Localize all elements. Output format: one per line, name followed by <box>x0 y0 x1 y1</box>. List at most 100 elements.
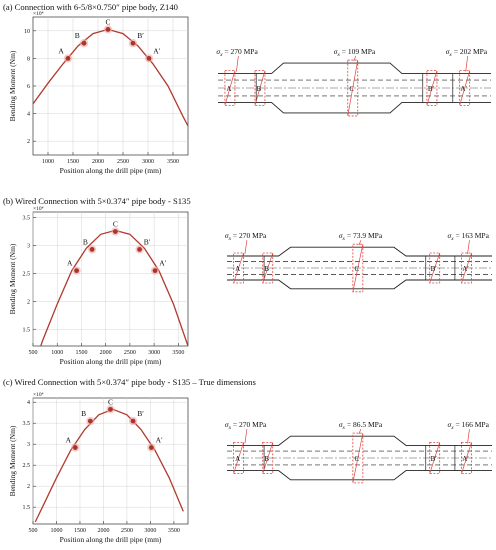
y-axis-label: Bending Moment (Nm) <box>8 425 17 496</box>
data-point <box>105 27 111 32</box>
x-tick-label: 2000 <box>92 159 104 165</box>
section-marker <box>262 252 274 284</box>
y-tick-label: 8 <box>27 56 30 62</box>
x-axis-label: Position along the drill pipe (mm) <box>60 535 162 544</box>
section-label-1: B <box>264 455 269 463</box>
section-hatch <box>224 70 236 106</box>
data-point <box>65 56 71 61</box>
data-point <box>74 268 79 274</box>
data-point <box>87 418 93 424</box>
section-hatch <box>429 252 441 284</box>
section-label-2: C <box>355 265 360 273</box>
section-label-1: B <box>264 265 269 273</box>
point-label-4: A′ <box>156 436 163 445</box>
x-tick-label: 3500 <box>167 159 179 165</box>
section-marker <box>352 243 364 293</box>
y-tick-label: 3 <box>27 244 30 250</box>
point-label-2: C <box>113 220 118 229</box>
section-marker <box>352 432 364 484</box>
section-hatch <box>429 442 441 474</box>
section-label-2: C <box>349 85 354 93</box>
x-tick-label: 500 <box>29 350 38 356</box>
stress-label-2: σx = 202 MPa <box>446 47 488 58</box>
section-label-0: A <box>226 85 231 93</box>
section-marker <box>461 441 472 474</box>
x-tick-label: 1000 <box>50 528 62 534</box>
pipe-outline-top <box>218 62 491 75</box>
x-tick-label: 1000 <box>51 350 63 356</box>
data-point <box>130 418 136 424</box>
data-point <box>130 40 136 46</box>
data-point <box>81 40 87 46</box>
data-point <box>146 56 152 61</box>
section-marker <box>461 252 472 284</box>
x-tick-label: 2500 <box>124 350 136 356</box>
section-hatch <box>461 442 472 474</box>
x-tick-label: 1500 <box>67 159 79 165</box>
y-exponent: ×10⁴ <box>33 206 44 212</box>
point-label-3: B′ <box>144 237 151 246</box>
x-tick-label: 500 <box>29 528 38 534</box>
point-label-2: C <box>105 17 110 26</box>
pipe-outline-bottom <box>227 470 492 481</box>
section-marker <box>233 441 245 474</box>
stress-pointer <box>236 55 239 72</box>
x-tick-label: 1000 <box>42 159 54 165</box>
section-hatch <box>461 252 472 284</box>
data-point <box>108 406 113 412</box>
point-label-4: A′ <box>153 46 160 55</box>
section-label-3: B′ <box>431 455 438 463</box>
y-tick-label: 2 <box>27 484 30 490</box>
section-marker <box>254 70 266 106</box>
chart-panel-1: 500 1000 1500 2000 2500 3000 3500 1.5 2 2.5 3 3.5×1… <box>8 206 189 366</box>
section-label-1: B <box>257 85 262 93</box>
y-tick-label: 4 <box>27 400 30 406</box>
pipe-outline-top <box>227 435 492 446</box>
data-point <box>137 247 142 252</box>
y-tick-label: 4 <box>27 112 30 118</box>
x-tick-label: 3500 <box>172 350 184 356</box>
x-tick-label: 3000 <box>144 528 156 534</box>
point-label-4: A′ <box>159 259 166 268</box>
y-tick-label: 3.5 <box>23 421 31 427</box>
section-label-0: A <box>235 455 240 463</box>
section-hatch <box>262 442 274 474</box>
point-label-0: A <box>66 436 72 445</box>
stress-pointer <box>358 429 362 435</box>
x-tick-label: 2500 <box>117 159 129 165</box>
caption-c: (c) Wired Connection with 5×0.374″ pipe … <box>3 377 256 387</box>
y-axis-label: Bending Moment (Nm) <box>8 243 17 314</box>
pipe-diagram-2: A B C B′ A′ σx = 270 MPa σx = 86.5 MPa σx = 166… <box>225 420 492 484</box>
data-point <box>152 268 158 274</box>
moment-curve <box>40 229 188 346</box>
section-label-4: A′ <box>460 85 467 93</box>
point-label-3: B′ <box>137 31 144 40</box>
point-label-1: B <box>75 31 80 40</box>
y-tick-label: 3 <box>27 442 30 448</box>
section-hatch <box>233 442 244 474</box>
section-marker <box>459 70 471 106</box>
stress-label-2: σx = 163 MPa <box>448 231 490 242</box>
pipe-outline-top <box>227 246 492 257</box>
caption-b: (b) Wired Connection with 5×0.374″ pipe … <box>3 196 191 206</box>
y-exponent: ×10⁴ <box>33 392 44 398</box>
x-tick-label: 3000 <box>148 350 160 356</box>
x-tick-label: 2000 <box>100 350 112 356</box>
chart-panel-2: 500 1000 1500 2000 2500 3000 3500 1.5 2 2.5 3 3.5 4×… <box>8 392 189 544</box>
section-marker <box>262 441 274 474</box>
x-tick-label: 1500 <box>75 350 87 356</box>
section-label-3: B′ <box>428 85 435 93</box>
stress-pointer <box>358 240 362 246</box>
y-tick-label: 1.5 <box>23 327 31 333</box>
stress-pointer <box>244 240 248 255</box>
section-hatch <box>254 70 266 106</box>
section-hatch <box>352 244 364 292</box>
data-point <box>72 445 78 450</box>
y-exponent: ×10⁴ <box>33 11 44 17</box>
x-tick-label: 3000 <box>142 159 154 165</box>
y-tick-label: 10 <box>24 29 30 35</box>
y-tick-label: 1.5 <box>23 505 31 511</box>
stress-label-1: σx = 73.9 MPa <box>339 231 383 242</box>
section-marker <box>233 252 245 284</box>
